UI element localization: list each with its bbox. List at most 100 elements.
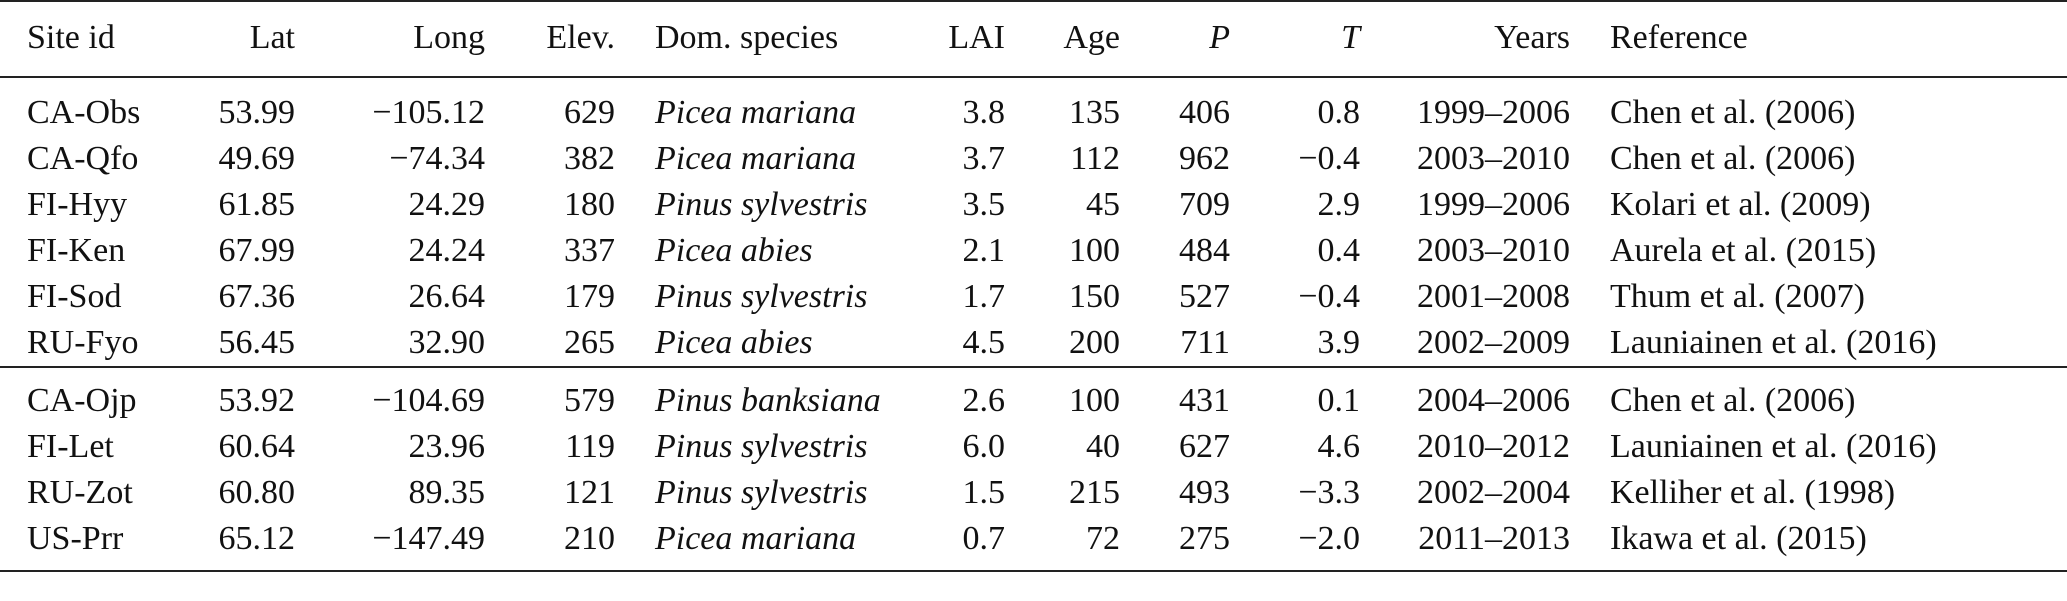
header-lat: Lat	[249, 19, 295, 56]
cell-temperature: 0.4	[1317, 232, 1361, 269]
site-table: Site id Lat Long Elev. Dom. species LAI …	[0, 1, 2067, 571]
cell-years: 2002–2004	[1417, 474, 1570, 511]
cell-dominant-species: Pinus sylvestris	[655, 278, 868, 315]
table-row: FI-Sod 67.36 26.64 179 Pinus sylvestris …	[0, 274, 2067, 320]
cell-lat: 53.92	[218, 382, 296, 419]
cell-age: 40	[1086, 428, 1120, 465]
header-dominant-species: Dom. species	[655, 19, 839, 56]
header-site-id: Site id	[27, 19, 115, 56]
cell-age: 100	[1069, 382, 1120, 419]
cell-site-id: US-Prr	[27, 520, 124, 557]
cell-precipitation: 484	[1179, 232, 1230, 269]
cell-long: −74.34	[389, 140, 485, 177]
cell-reference: Chen et al. (2006)	[1610, 140, 1856, 177]
cell-temperature: 0.1	[1317, 382, 1361, 419]
header-precipitation: P	[1209, 19, 1230, 56]
table-group-2: CA-Ojp 53.92 −104.69 579 Pinus banksiana…	[0, 367, 2067, 571]
cell-dominant-species: Pinus sylvestris	[655, 474, 868, 511]
cell-age: 45	[1086, 186, 1120, 223]
cell-site-id: FI-Let	[27, 428, 114, 465]
cell-site-id: CA-Qfo	[27, 140, 139, 177]
cell-precipitation: 406	[1179, 94, 1230, 131]
header-lai: LAI	[948, 19, 1005, 56]
cell-lat: 53.99	[218, 94, 296, 131]
cell-temperature: 2.9	[1317, 186, 1361, 223]
cell-dominant-species: Picea mariana	[655, 94, 857, 131]
cell-dominant-species: Picea mariana	[655, 520, 857, 557]
cell-years: 1999–2006	[1417, 94, 1570, 131]
cell-reference: Launiainen et al. (2016)	[1610, 428, 1937, 465]
header-elevation: Elev.	[546, 19, 615, 56]
cell-lai: 2.1	[962, 232, 1006, 269]
table-row: FI-Let 60.64 23.96 119 Pinus sylvestris …	[0, 424, 2067, 470]
cell-lat: 67.99	[218, 232, 296, 269]
cell-reference: Chen et al. (2006)	[1610, 382, 1856, 419]
cell-lat: 60.80	[218, 474, 296, 511]
header-age: Age	[1063, 19, 1120, 56]
cell-reference: Kolari et al. (2009)	[1610, 186, 1871, 223]
cell-dominant-species: Picea abies	[655, 232, 813, 269]
header-years: Years	[1494, 19, 1570, 56]
cell-lat: 65.12	[218, 520, 296, 557]
table-group-1: CA-Obs 53.99 −105.12 629 Picea mariana 3…	[0, 77, 2067, 367]
cell-reference: Kelliher et al. (1998)	[1610, 474, 1896, 511]
cell-years: 2003–2010	[1417, 140, 1570, 177]
cell-long: −105.12	[372, 94, 485, 131]
cell-years: 2001–2008	[1417, 278, 1570, 315]
cell-years: 2010–2012	[1417, 428, 1570, 465]
cell-years: 2002–2009	[1417, 324, 1570, 361]
table-row: US-Prr 65.12 −147.49 210 Picea mariana 0…	[0, 516, 2067, 571]
cell-lai: 2.6	[962, 382, 1006, 419]
cell-temperature: 3.9	[1317, 324, 1361, 361]
cell-years: 2004–2006	[1417, 382, 1570, 419]
cell-long: 89.35	[408, 474, 486, 511]
cell-long: 24.24	[408, 232, 486, 269]
cell-years: 1999–2006	[1417, 186, 1570, 223]
header-long: Long	[413, 19, 485, 56]
cell-age: 215	[1069, 474, 1120, 511]
cell-lai: 6.0	[962, 428, 1006, 465]
cell-lat: 49.69	[218, 140, 296, 177]
cell-precipitation: 709	[1179, 186, 1230, 223]
cell-lai: 0.7	[962, 520, 1006, 557]
cell-long: 26.64	[408, 278, 486, 315]
cell-reference: Thum et al. (2007)	[1610, 278, 1865, 315]
cell-long: −104.69	[372, 382, 485, 419]
cell-dominant-species: Pinus sylvestris	[655, 428, 868, 465]
cell-long: 24.29	[408, 186, 486, 223]
cell-long: −147.49	[372, 520, 485, 557]
table-row: CA-Ojp 53.92 −104.69 579 Pinus banksiana…	[0, 367, 2067, 424]
cell-reference: Launiainen et al. (2016)	[1610, 324, 1937, 361]
cell-lai: 1.5	[962, 474, 1006, 511]
table-row: FI-Hyy 61.85 24.29 180 Pinus sylvestris …	[0, 182, 2067, 228]
cell-site-id: CA-Ojp	[27, 382, 137, 419]
cell-years: 2003–2010	[1417, 232, 1570, 269]
cell-long: 23.96	[408, 428, 486, 465]
cell-elevation: 579	[564, 382, 615, 419]
cell-temperature: 0.8	[1317, 94, 1361, 131]
cell-lai: 4.5	[962, 324, 1006, 361]
cell-site-id: CA-Obs	[27, 94, 141, 131]
table-row: CA-Qfo 49.69 −74.34 382 Picea mariana 3.…	[0, 136, 2067, 182]
cell-lai: 1.7	[962, 278, 1006, 315]
cell-dominant-species: Pinus sylvestris	[655, 186, 868, 223]
cell-precipitation: 527	[1179, 278, 1230, 315]
cell-precipitation: 627	[1179, 428, 1230, 465]
cell-age: 100	[1069, 232, 1120, 269]
cell-reference: Aurela et al. (2015)	[1610, 232, 1877, 269]
header-row: Site id Lat Long Elev. Dom. species LAI …	[0, 1, 2067, 77]
cell-precipitation: 711	[1180, 324, 1230, 361]
cell-dominant-species: Picea abies	[655, 324, 813, 361]
cell-temperature: −2.0	[1298, 520, 1360, 557]
cell-reference: Ikawa et al. (2015)	[1610, 520, 1867, 557]
cell-elevation: 210	[564, 520, 615, 557]
cell-years: 2011–2013	[1418, 520, 1570, 557]
cell-temperature: 4.6	[1317, 428, 1361, 465]
table-row: RU-Zot 60.80 89.35 121 Pinus sylvestris …	[0, 470, 2067, 516]
cell-lat: 56.45	[218, 324, 296, 361]
cell-site-id: FI-Sod	[27, 278, 122, 315]
cell-precipitation: 275	[1179, 520, 1230, 557]
cell-lat: 61.85	[218, 186, 296, 223]
cell-site-id: RU-Fyo	[27, 324, 139, 361]
